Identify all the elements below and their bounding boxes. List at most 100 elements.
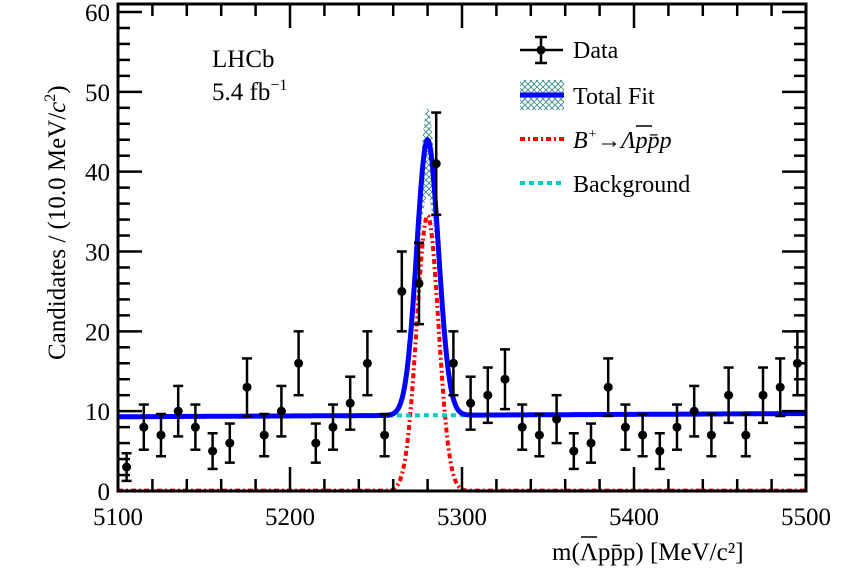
legend-item-signal: B+→Λpp̄p	[520, 125, 672, 154]
x-tick-label: 5300	[437, 504, 487, 531]
x-tick-label: 5400	[609, 504, 659, 531]
legend-item-background: Background	[520, 172, 690, 198]
data-point	[310, 422, 321, 464]
total-fit-curve	[118, 136, 806, 420]
data-marker	[208, 446, 218, 456]
y-tick-label: 20	[85, 319, 110, 346]
data-marker	[276, 406, 286, 416]
data-point	[156, 412, 166, 458]
legend-label-background: Background	[573, 172, 690, 198]
data-marker	[689, 406, 699, 416]
data-point	[500, 348, 510, 411]
data-point	[517, 403, 528, 451]
data-marker	[620, 422, 630, 432]
data-point	[723, 366, 734, 425]
data-marker	[448, 358, 458, 368]
data-marker	[706, 430, 716, 440]
x-tick-label: 5200	[265, 504, 315, 531]
fit-curves	[118, 136, 806, 493]
data-marker	[672, 422, 682, 432]
data-marker	[345, 398, 355, 408]
data-point	[379, 412, 390, 458]
data-marker	[603, 382, 613, 392]
data-point	[224, 422, 235, 464]
data-marker	[380, 430, 390, 440]
legend-label-signal: B+→Λpp̄p	[573, 127, 672, 154]
data-marker	[139, 422, 149, 432]
data-marker	[259, 430, 269, 440]
data-point	[138, 403, 149, 451]
data-marker	[724, 390, 734, 400]
y-tick-label: 0	[98, 479, 111, 506]
legend-label-total-fit: Total Fit	[573, 84, 655, 110]
data-point	[689, 384, 700, 438]
data-point	[620, 403, 631, 451]
y-tick-label: 50	[85, 80, 110, 107]
data-marker	[190, 422, 200, 432]
data-marker	[328, 422, 338, 432]
data-point	[328, 403, 338, 451]
data-marker	[534, 430, 544, 440]
y-tick-label: 30	[85, 240, 110, 267]
data-point	[414, 241, 424, 326]
data-marker	[483, 390, 493, 400]
data-point	[586, 422, 596, 464]
data-point	[173, 384, 184, 438]
data-point	[293, 330, 304, 397]
data-marker	[242, 382, 252, 392]
data-marker	[517, 422, 527, 432]
data-marker	[552, 414, 562, 424]
data-point	[775, 357, 786, 418]
data-point	[603, 357, 614, 418]
data-point	[448, 330, 459, 397]
data-point	[396, 250, 407, 333]
y-axis-title: Candidates / (10.0 MeV/c2)	[42, 85, 71, 360]
data-marker	[638, 430, 648, 440]
x-tick-label: 5500	[781, 504, 831, 531]
tick-labels: 5100 5200 5300 5400 5500 0 10 20 30 40 50 60	[85, 0, 831, 531]
axis-ticks	[116, 4, 808, 493]
data-marker	[775, 382, 785, 392]
data-point	[706, 412, 717, 458]
y-tick-label: 60	[85, 0, 110, 27]
data-marker	[311, 438, 321, 448]
data-point	[362, 330, 373, 397]
data-marker	[397, 286, 407, 296]
x-tick-label: 5100	[93, 504, 143, 531]
legend-label-data: Data	[573, 38, 619, 64]
total-fit-uncertainty-band	[118, 107, 806, 417]
data-marker	[122, 462, 132, 472]
x-axis-title: m(Λpp̄p) [MeV/c²]	[552, 539, 744, 566]
uncertainty-band	[118, 107, 806, 417]
data-point	[654, 431, 665, 471]
y-tick-label: 10	[85, 399, 110, 426]
data-point	[740, 412, 751, 458]
data-marker	[414, 278, 424, 288]
data-point	[758, 366, 768, 425]
data-marker	[500, 374, 510, 384]
data-point	[568, 431, 579, 471]
data-point	[242, 357, 252, 418]
y-tick-label: 40	[85, 160, 110, 187]
data-point	[465, 375, 476, 431]
data-marker	[156, 430, 166, 440]
data-point	[551, 393, 562, 445]
data-point	[121, 451, 132, 483]
data-point	[259, 412, 270, 458]
data-marker	[294, 358, 304, 368]
data-marker	[569, 446, 579, 456]
data-marker	[173, 406, 183, 416]
data-point	[534, 412, 545, 458]
data-point	[345, 375, 356, 431]
data-marker	[362, 358, 372, 368]
data-marker	[758, 390, 768, 400]
data-point	[431, 111, 442, 217]
data-point	[207, 431, 218, 471]
data-marker	[466, 398, 476, 408]
data-point	[276, 384, 287, 438]
data-marker	[586, 438, 596, 448]
legend: Data Total Fit B+→Λpp̄p Background	[520, 35, 690, 198]
data-points	[121, 111, 803, 483]
data-point	[482, 366, 493, 425]
